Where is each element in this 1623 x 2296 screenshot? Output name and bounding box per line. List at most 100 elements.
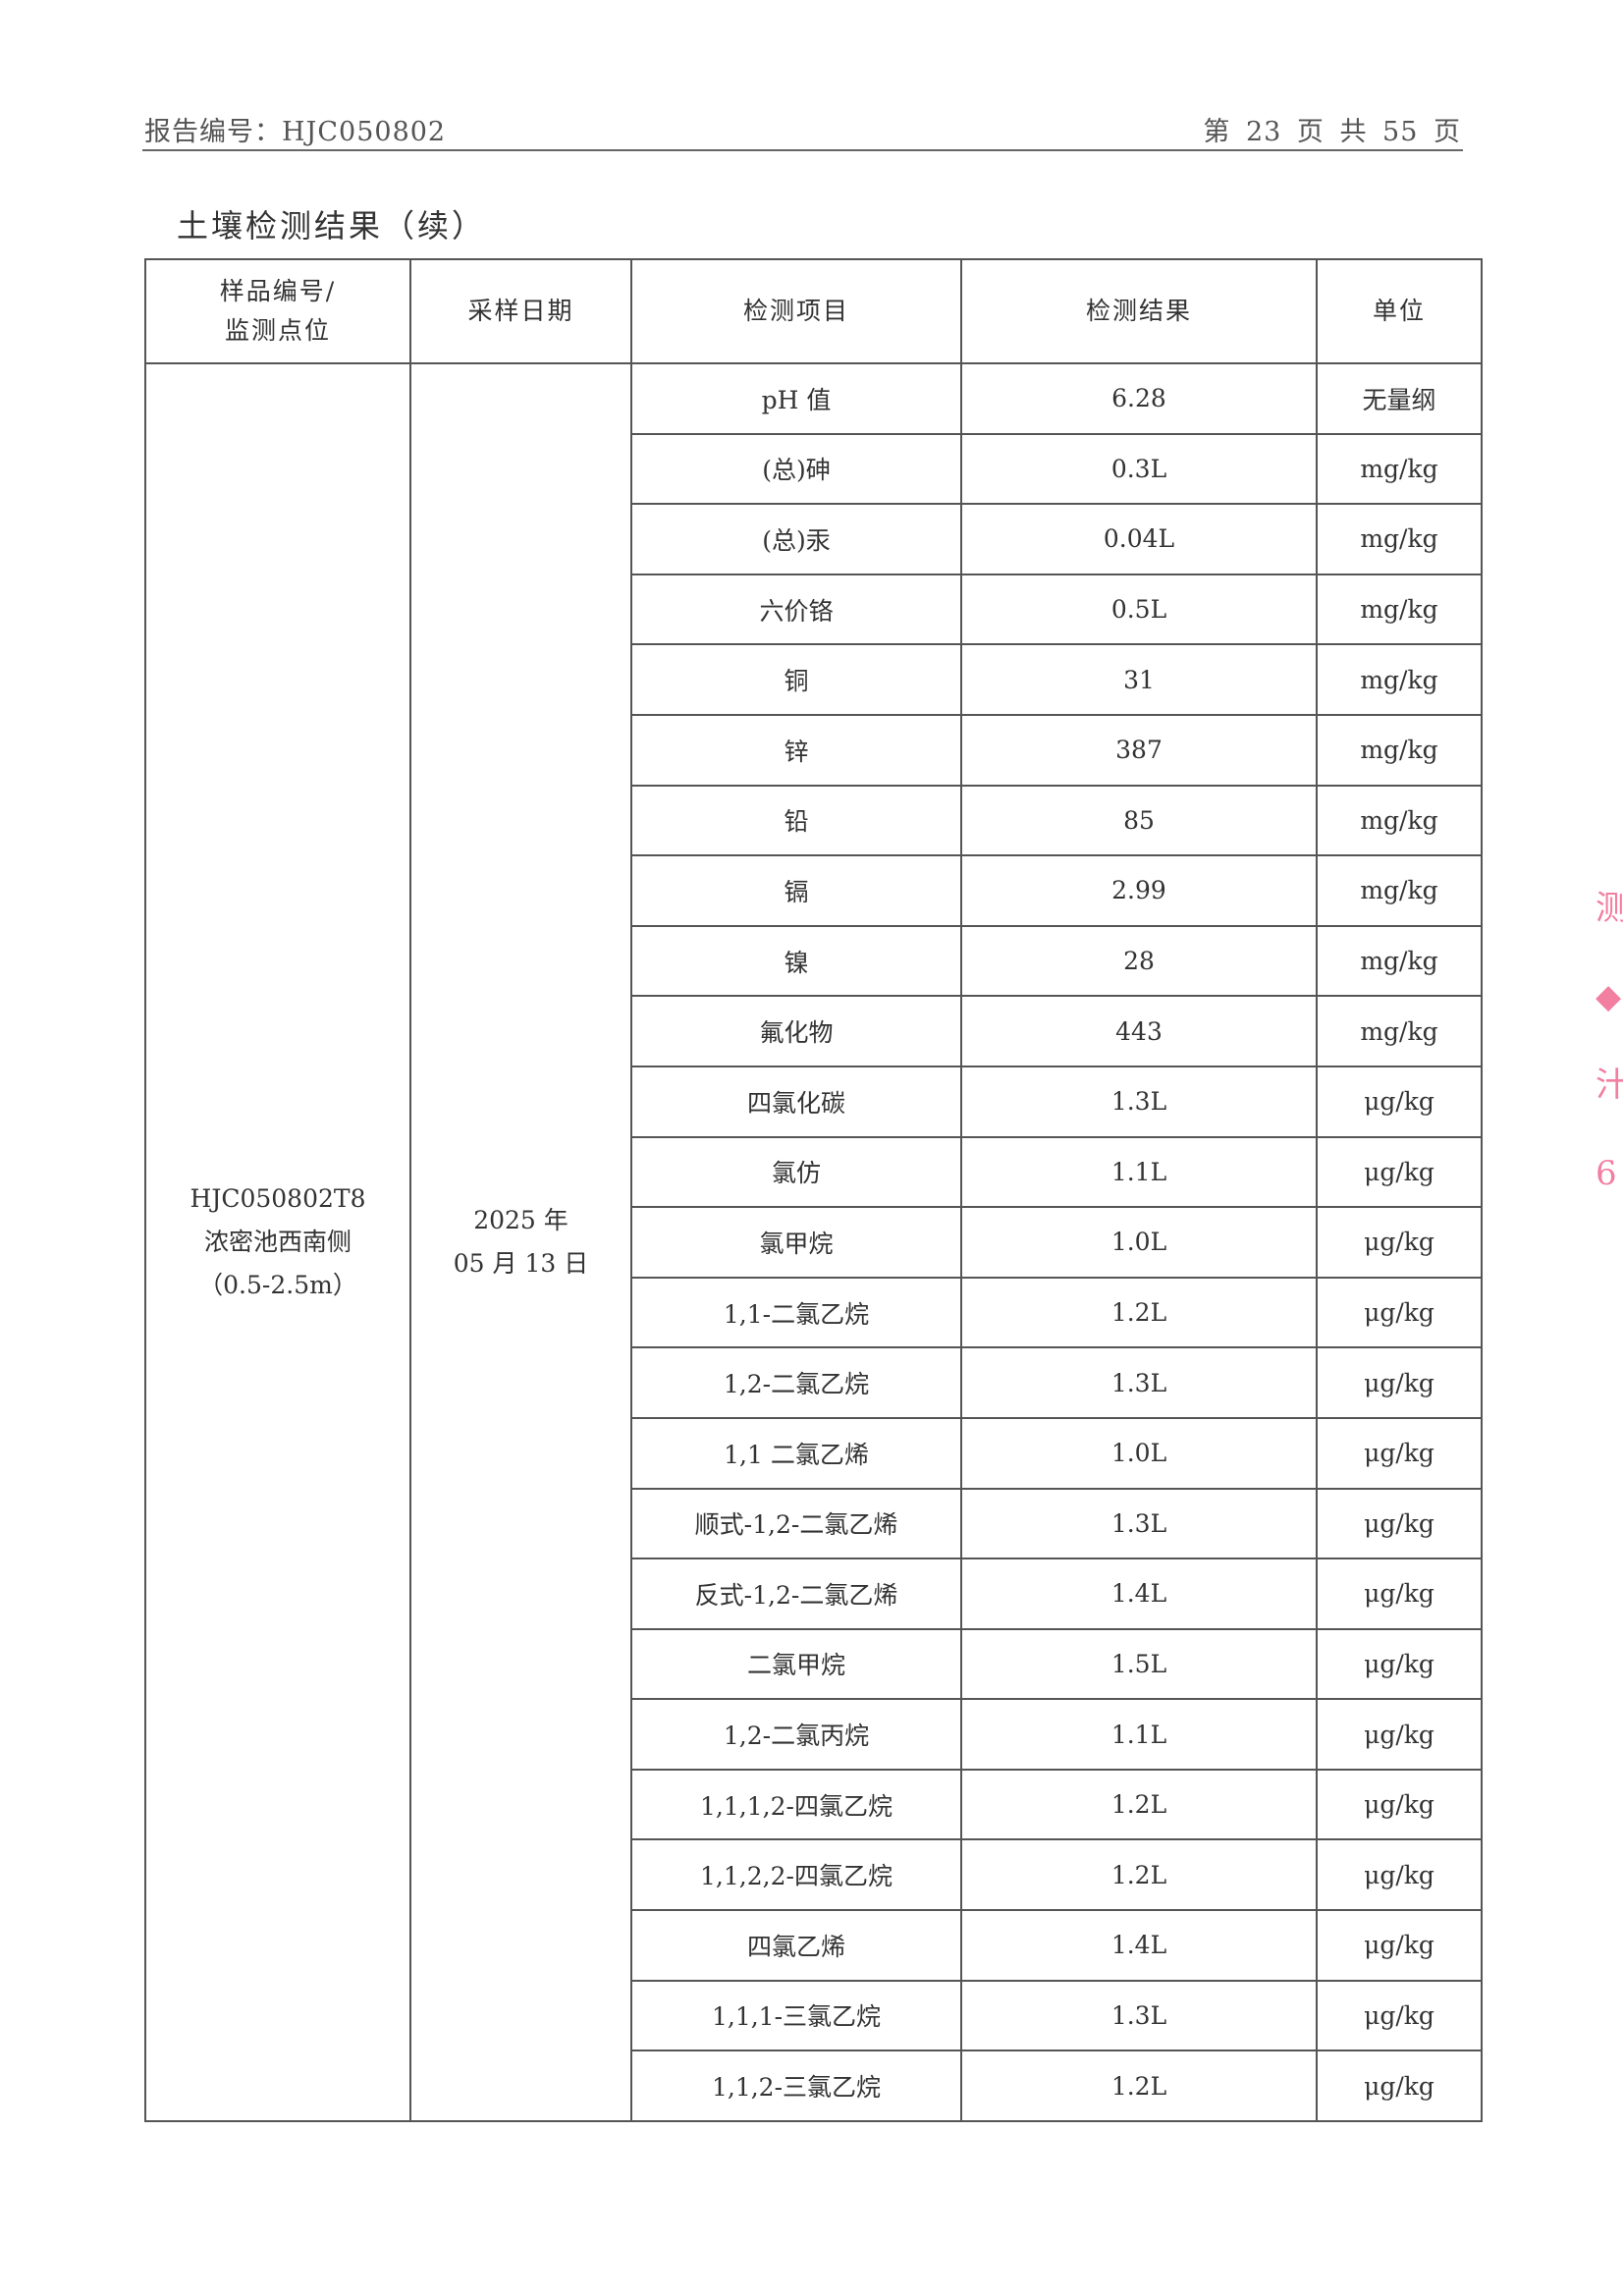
unit-cell: μg/kg bbox=[1316, 1065, 1483, 1138]
result-cell: 1.2L bbox=[960, 1838, 1318, 1912]
unit-cell: μg/kg bbox=[1316, 1346, 1483, 1419]
result-cell: 1.5L bbox=[960, 1627, 1318, 1701]
table-row: 锌 387 mg/kg bbox=[145, 713, 1483, 787]
table-row: HJC050802T8 浓密池西南侧 （0.5-2.5m） 2025 年 05 月… bbox=[144, 362, 1483, 2122]
table-row: (总)砷 0.3L mg/kg bbox=[145, 432, 1483, 506]
table-row: 1,2-二氯丙烷 1.1L μg/kg bbox=[145, 1698, 1483, 1771]
table-row: 铅 85 mg/kg bbox=[145, 784, 1483, 857]
col-header-date: 采样日期 bbox=[409, 258, 632, 364]
result-cell: 1.1L bbox=[960, 1698, 1318, 1771]
table-row: 1,1,1,2-四氯乙烷 1.2L μg/kg bbox=[145, 1768, 1483, 1841]
unit-cell: μg/kg bbox=[1316, 1838, 1483, 1912]
result-cell: 28 bbox=[960, 924, 1318, 998]
item-cell: 四氯化碳 bbox=[630, 1065, 962, 1138]
section-title: 土壤检测结果（续） bbox=[177, 207, 487, 245]
result-cell: 31 bbox=[960, 643, 1318, 716]
item-cell: 1,1 二氯乙烯 bbox=[630, 1416, 962, 1490]
unit-cell: mg/kg bbox=[1316, 573, 1483, 646]
result-cell: 1.2L bbox=[960, 1276, 1318, 1349]
item-cell: 铅 bbox=[630, 784, 962, 857]
unit-cell: mg/kg bbox=[1316, 713, 1483, 787]
result-cell: 1.3L bbox=[960, 1346, 1318, 1419]
table-row: 四氯乙烯 1.4L μg/kg bbox=[145, 1909, 1483, 1982]
unit-cell: μg/kg bbox=[1316, 1768, 1483, 1841]
item-cell: 顺式-1,2-二氯乙烯 bbox=[630, 1487, 962, 1560]
result-cell: 0.04L bbox=[960, 503, 1318, 575]
item-cell: 镍 bbox=[630, 924, 962, 998]
item-cell: 1,2-二氯丙烷 bbox=[630, 1698, 962, 1771]
item-cell: (总)砷 bbox=[630, 432, 962, 506]
table-row: 1,1 二氯乙烯 1.0L μg/kg bbox=[145, 1416, 1483, 1490]
table-row: 氯甲烷 1.0L μg/kg bbox=[145, 1206, 1483, 1279]
unit-cell: 无量纲 bbox=[1316, 362, 1483, 435]
unit-cell: μg/kg bbox=[1316, 2050, 1483, 2122]
table-row: 1,1,2,2-四氯乙烷 1.2L μg/kg bbox=[145, 1838, 1483, 1912]
item-cell: 铜 bbox=[630, 643, 962, 716]
result-cell: 1.2L bbox=[960, 2050, 1318, 2122]
unit-cell: mg/kg bbox=[1316, 784, 1483, 857]
item-cell: 氟化物 bbox=[630, 995, 962, 1067]
result-cell: 1.4L bbox=[960, 1558, 1318, 1630]
item-cell: 1,1,1,2-四氯乙烷 bbox=[630, 1768, 962, 1841]
item-cell: 镉 bbox=[630, 854, 962, 927]
result-cell: 1.3L bbox=[960, 1065, 1318, 1138]
item-cell: 反式-1,2-二氯乙烯 bbox=[630, 1558, 962, 1630]
sampling-date-cell: 2025 年 05 月 13 日 bbox=[409, 362, 632, 2122]
table-row: 1,1,1-三氯乙烷 1.3L μg/kg bbox=[145, 1979, 1483, 2052]
table-row: 顺式-1,2-二氯乙烯 1.3L μg/kg bbox=[145, 1487, 1483, 1560]
unit-cell: μg/kg bbox=[1316, 1487, 1483, 1560]
result-cell: 1.0L bbox=[960, 1206, 1318, 1279]
unit-cell: μg/kg bbox=[1316, 1558, 1483, 1630]
table-row: (总)汞 0.04L mg/kg bbox=[145, 503, 1483, 575]
item-cell: 六价铬 bbox=[630, 573, 962, 646]
item-cell: 氯仿 bbox=[630, 1135, 962, 1209]
col-header-sample: 样品编号/ 监测点位 bbox=[144, 258, 411, 364]
item-cell: 锌 bbox=[630, 713, 962, 787]
unit-cell: μg/kg bbox=[1316, 1909, 1483, 1982]
header-divider bbox=[142, 149, 1463, 151]
result-cell: 1.1L bbox=[960, 1135, 1318, 1209]
result-cell: 2.99 bbox=[960, 854, 1318, 927]
unit-cell: mg/kg bbox=[1316, 854, 1483, 927]
page-info: 第 23 页 共 55 页 bbox=[1203, 117, 1461, 147]
result-cell: 0.3L bbox=[960, 432, 1318, 506]
soil-results-table: 样品编号/ 监测点位 采样日期 检测项目 检测结果 单位 HJC050802T8… bbox=[144, 258, 1483, 2122]
seal-stamp-fragment: 测 ◆ 汁 6 bbox=[1596, 889, 1623, 1193]
table-row: 反式-1,2-二氯乙烯 1.4L μg/kg bbox=[145, 1558, 1483, 1630]
item-cell: 1,2-二氯乙烷 bbox=[630, 1346, 962, 1419]
unit-cell: μg/kg bbox=[1316, 1698, 1483, 1771]
table-row: 氯仿 1.1L μg/kg bbox=[145, 1135, 1483, 1209]
unit-cell: mg/kg bbox=[1316, 924, 1483, 998]
table-row: 1,1-二氯乙烷 1.2L μg/kg bbox=[145, 1276, 1483, 1349]
result-cell: 1.0L bbox=[960, 1416, 1318, 1490]
unit-cell: mg/kg bbox=[1316, 503, 1483, 575]
col-header-item: 检测项目 bbox=[630, 258, 962, 364]
unit-cell: μg/kg bbox=[1316, 1627, 1483, 1701]
item-cell: (总)汞 bbox=[630, 503, 962, 575]
result-cell: 85 bbox=[960, 784, 1318, 857]
table-row: 1,2-二氯乙烷 1.3L μg/kg bbox=[145, 1346, 1483, 1419]
table-row: 四氯化碳 1.3L μg/kg bbox=[145, 1065, 1483, 1138]
item-cell: 1,1-二氯乙烷 bbox=[630, 1276, 962, 1349]
result-cell: 1.2L bbox=[960, 1768, 1318, 1841]
table-row: 铜 31 mg/kg bbox=[145, 643, 1483, 716]
unit-cell: μg/kg bbox=[1316, 1979, 1483, 2052]
item-cell: pH 值 bbox=[630, 362, 962, 435]
result-cell: 1.4L bbox=[960, 1909, 1318, 1982]
unit-cell: mg/kg bbox=[1316, 995, 1483, 1067]
report-number: 报告编号：HJC050802 bbox=[144, 117, 447, 147]
sample-id-cell: HJC050802T8 浓密池西南侧 （0.5-2.5m） bbox=[144, 362, 411, 2122]
item-cell: 1,1,2-三氯乙烷 bbox=[630, 2050, 962, 2122]
table-row: 镉 2.99 mg/kg bbox=[145, 854, 1483, 927]
item-cell: 二氯甲烷 bbox=[630, 1627, 962, 1701]
table-header-row: 样品编号/ 监测点位 采样日期 检测项目 检测结果 单位 bbox=[144, 258, 1483, 364]
unit-cell: mg/kg bbox=[1316, 432, 1483, 506]
table-row: 二氯甲烷 1.5L μg/kg bbox=[145, 1627, 1483, 1701]
item-cell: 氯甲烷 bbox=[630, 1206, 962, 1279]
result-cell: 6.28 bbox=[960, 362, 1318, 435]
table-row: 镍 28 mg/kg bbox=[145, 924, 1483, 998]
col-header-unit: 单位 bbox=[1316, 258, 1483, 364]
item-cell: 1,1,1-三氯乙烷 bbox=[630, 1979, 962, 2052]
unit-cell: μg/kg bbox=[1316, 1206, 1483, 1279]
table-row: 氟化物 443 mg/kg bbox=[145, 995, 1483, 1067]
